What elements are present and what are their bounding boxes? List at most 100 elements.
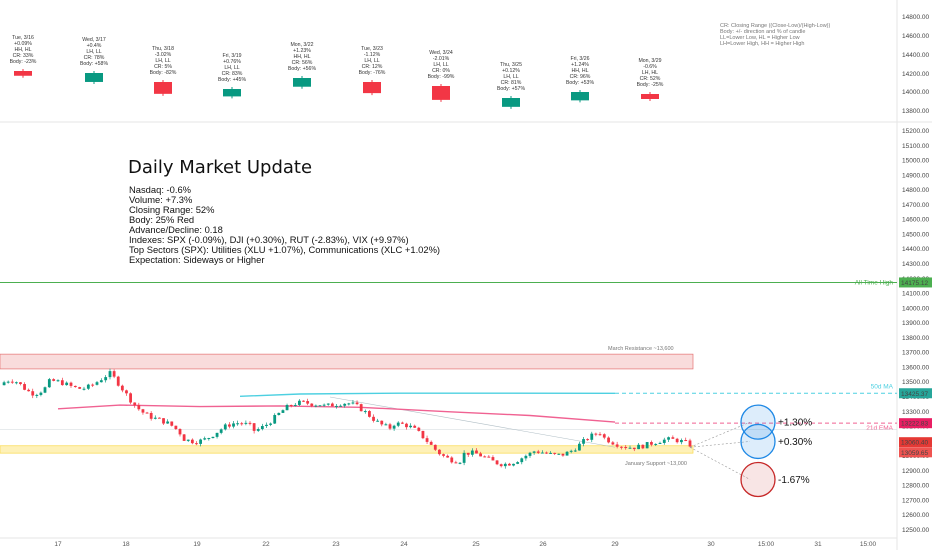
ema21-label: 21d EMA — [866, 425, 893, 432]
candle-body — [632, 447, 636, 450]
card-text: +1.23% — [293, 48, 311, 54]
y-tick-label: 13800.00 — [902, 335, 929, 342]
card-text: -2.01% — [433, 56, 450, 62]
y-tick-label: 12900.00 — [902, 468, 929, 475]
candle-body — [65, 382, 69, 386]
candle-body — [363, 411, 367, 413]
price-candles — [2, 368, 692, 469]
card-text: +0.4% — [87, 43, 102, 49]
ath-tag-text: 14175.12 — [901, 280, 928, 287]
candle-body — [662, 439, 666, 443]
card-text: CR: 81% — [501, 80, 522, 86]
candle-body — [641, 444, 645, 449]
candle-body — [10, 381, 14, 383]
candle-body — [108, 371, 112, 378]
card-text: Body: +53% — [566, 80, 595, 86]
update-line: Volume: +7.3% — [129, 194, 192, 205]
ma50-label: 50d MA — [871, 383, 894, 390]
candle-body — [557, 453, 561, 455]
candle-body — [466, 452, 470, 455]
candle-body — [95, 382, 99, 385]
legend-note: LH=Lower High, HH = Higher High — [720, 41, 804, 47]
candle-body — [351, 402, 355, 404]
candle-body — [39, 392, 43, 395]
candle-body — [688, 440, 692, 447]
candle-body — [495, 460, 499, 465]
candle-body — [549, 452, 552, 454]
ma50-line — [239, 392, 616, 397]
scenario-label: +0.30% — [778, 437, 812, 448]
card-text: LH, LL — [155, 58, 170, 64]
y-tick-label: 12600.00 — [902, 512, 929, 519]
candle-body — [388, 424, 392, 429]
ath-label: All Time High — [855, 279, 894, 286]
scenario-circle — [740, 404, 776, 440]
candle-body — [425, 438, 429, 442]
candle-body — [503, 463, 507, 467]
card-text: HH, HL — [14, 47, 31, 53]
candle-body — [675, 438, 679, 443]
candle-body — [516, 462, 520, 464]
card-text: HH, HL — [293, 54, 310, 60]
support-zone — [0, 445, 694, 454]
card-text: Wed, 3/17 — [82, 37, 106, 43]
candle-body — [73, 385, 77, 388]
candle-body — [137, 405, 141, 410]
card-text: Body: -23% — [10, 59, 37, 65]
candle-body — [86, 384, 90, 389]
card-candle-body — [502, 98, 520, 107]
candle-body — [252, 423, 256, 431]
candle-body — [306, 401, 310, 404]
candle-body — [405, 423, 408, 428]
card-text: Tue, 3/23 — [361, 46, 383, 52]
resistance-zone — [0, 353, 694, 370]
card-text: Body: -25% — [637, 82, 664, 88]
upper-axis-tick: 14600.00 — [902, 33, 929, 40]
card-text: -3.02% — [155, 52, 172, 58]
update-line: Advance/Decline: 0.18 — [129, 224, 223, 235]
trend-line — [329, 396, 616, 448]
candle-body — [285, 404, 289, 411]
card-candle-body — [14, 71, 32, 76]
y-axis: 15200.00 15100.00 15000.00 14900.00 14800.00… — [902, 128, 929, 534]
x-tick-label: 15:00 — [860, 541, 877, 548]
x-tick-label: 23 — [332, 541, 340, 548]
candle-body — [314, 405, 318, 407]
candle-body — [145, 412, 149, 414]
candle-body — [207, 438, 211, 440]
y-tick-label: 12700.00 — [902, 497, 929, 504]
candle-body — [499, 464, 503, 467]
candle-body — [573, 450, 577, 452]
candle-body — [417, 427, 421, 431]
x-tick-label: 31 — [814, 541, 822, 548]
candle-body — [384, 424, 388, 426]
scenario-path — [689, 421, 751, 448]
update-line: Top Sectors (SPX): Utilities (XLU +1.07%… — [129, 244, 440, 255]
candle-body — [133, 402, 137, 406]
y-tick-label: 14800.00 — [902, 187, 929, 194]
candle-body — [433, 444, 437, 450]
card-text: CR: 52% — [640, 76, 661, 82]
candle-body — [590, 433, 594, 440]
card-text: CR: 5% — [154, 64, 172, 70]
scenario-circle — [740, 461, 776, 498]
upper-axis-tick: 14000.00 — [902, 89, 929, 96]
candle-body — [240, 423, 244, 425]
candle-body — [628, 447, 632, 449]
card-candle-body — [85, 73, 103, 82]
candle-body — [680, 440, 683, 443]
candle-body — [219, 429, 223, 433]
card-text: Mon, 3/29 — [638, 58, 661, 64]
card-text: Mon, 3/22 — [290, 42, 313, 48]
ath-tag — [899, 277, 932, 288]
candle-body — [645, 442, 649, 449]
x-tick-label: 25 — [472, 541, 480, 548]
y-tick-label: 13900.00 — [902, 320, 929, 327]
card-text: Thu, 3/18 — [152, 46, 174, 52]
card-text: Fri, 3/19 — [222, 53, 241, 59]
scenario-path — [689, 446, 751, 480]
candle-body — [540, 452, 544, 454]
candle-body — [178, 429, 182, 435]
card-candle-body — [641, 94, 659, 99]
